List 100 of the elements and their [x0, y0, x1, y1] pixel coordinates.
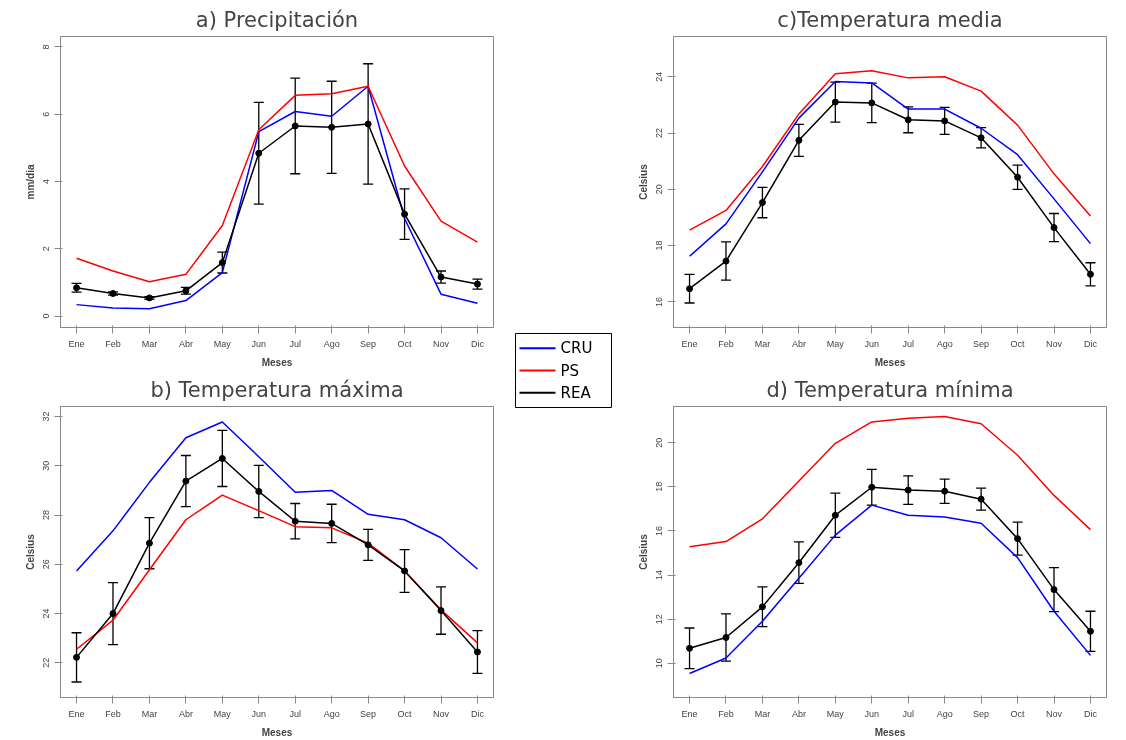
x-axis-title: Meses [874, 726, 906, 738]
point [977, 495, 985, 503]
x-tick-label: Mar [754, 338, 771, 349]
point [868, 483, 876, 491]
point [941, 117, 949, 125]
y-tick-label: 32 [41, 411, 52, 422]
y-tick-label: 6 [41, 111, 52, 117]
y-axis-title: Celsius [637, 163, 649, 200]
x-tick-label: May [826, 708, 845, 719]
x-tick-label: Oct [397, 338, 413, 349]
point [291, 122, 299, 130]
point [977, 134, 985, 142]
point [904, 486, 912, 494]
point [1050, 224, 1058, 232]
x-tick-label: Ene [681, 708, 698, 719]
y-tick-label: 20 [654, 184, 665, 195]
y-tick-label: 28 [41, 510, 52, 521]
point [328, 123, 336, 131]
x-tick-label: Nov [1046, 338, 1063, 349]
point [868, 99, 876, 107]
point [473, 648, 481, 656]
x-tick-label: Ago [323, 338, 340, 349]
point [831, 98, 839, 106]
point [758, 603, 766, 611]
legend-label: REA [560, 383, 592, 402]
point [686, 644, 694, 652]
y-tick-label: 18 [654, 240, 665, 251]
y-tick-label: 16 [654, 296, 665, 307]
point [109, 610, 117, 618]
x-tick-label: Sep [973, 338, 990, 349]
x-tick-label: Oct [1010, 338, 1026, 349]
x-tick-label: Dic [470, 338, 485, 349]
x-tick-label: Dic [1083, 708, 1098, 719]
x-tick-label: Dic [470, 708, 485, 719]
y-tick-label: 4 [41, 178, 52, 184]
y-tick-label: 22 [41, 657, 52, 668]
y-tick-label: 2 [41, 246, 52, 252]
x-tick-label: Ago [936, 708, 953, 719]
x-tick-label: Sep [973, 708, 990, 719]
x-tick-label: Ago [936, 338, 953, 349]
point [364, 120, 372, 128]
y-axis-title: Celsius [637, 533, 649, 570]
point [401, 210, 409, 218]
point [1014, 535, 1022, 543]
x-tick-label: Jun [864, 708, 880, 719]
point [437, 607, 445, 615]
y-axis-title: mm/dia [24, 164, 36, 200]
y-tick-label: 26 [41, 559, 52, 570]
y-tick-label: 24 [41, 608, 52, 619]
point [686, 285, 694, 293]
point [401, 567, 409, 575]
point [1014, 173, 1022, 181]
y-tick-label: 8 [41, 44, 52, 50]
line-series [75, 421, 479, 572]
line-series [688, 504, 1092, 675]
x-tick-label: Abr [791, 708, 806, 719]
y-tick-label: 24 [654, 71, 665, 82]
x-tick-label: Feb [105, 708, 121, 719]
x-tick-label: Dic [1083, 338, 1098, 349]
x-tick-label: Abr [178, 708, 193, 719]
y-tick-label: 12 [654, 614, 665, 625]
x-tick-label: Ago [323, 708, 340, 719]
point [722, 634, 730, 641]
x-tick-label: Abr [791, 338, 806, 349]
y-axis-title: Celsius [24, 533, 36, 570]
y-tick-label: 22 [654, 128, 665, 139]
chart-title: c)Temperatura media [777, 7, 1003, 32]
x-tick-label: Abr [178, 338, 193, 349]
x-tick-label: Jul [902, 338, 914, 349]
y-tick-label: 10 [654, 658, 665, 669]
x-tick-label: Jun [251, 338, 267, 349]
point [328, 519, 336, 527]
y-tick-label: 0 [41, 313, 52, 319]
chart-title: d) Temperatura mínima [766, 377, 1014, 402]
x-tick-label: Jul [902, 708, 914, 719]
x-tick-label: Feb [718, 708, 734, 719]
y-tick-label: 14 [654, 570, 665, 581]
legend-label: PS [560, 361, 580, 380]
x-tick-label: Ene [68, 338, 85, 349]
x-tick-label: Jun [864, 338, 880, 349]
point [1086, 627, 1094, 635]
line-series [688, 80, 1092, 258]
x-tick-label: Sep [360, 708, 377, 719]
point [795, 559, 803, 567]
point [758, 199, 766, 207]
point [73, 653, 81, 661]
x-tick-label: May [213, 708, 232, 719]
line-series [75, 494, 479, 650]
point [1050, 586, 1058, 594]
x-tick-label: Nov [433, 708, 450, 719]
x-tick-label: Jul [289, 338, 301, 349]
point [218, 259, 226, 267]
x-tick-label: Feb [105, 338, 121, 349]
line-series [688, 415, 1092, 548]
x-axis-title: Meses [261, 356, 293, 368]
point [795, 136, 803, 144]
y-tick-label: 30 [41, 460, 52, 471]
point [904, 116, 912, 124]
chart-title: a) Precipitación [195, 7, 359, 32]
y-tick-label: 20 [654, 437, 665, 448]
